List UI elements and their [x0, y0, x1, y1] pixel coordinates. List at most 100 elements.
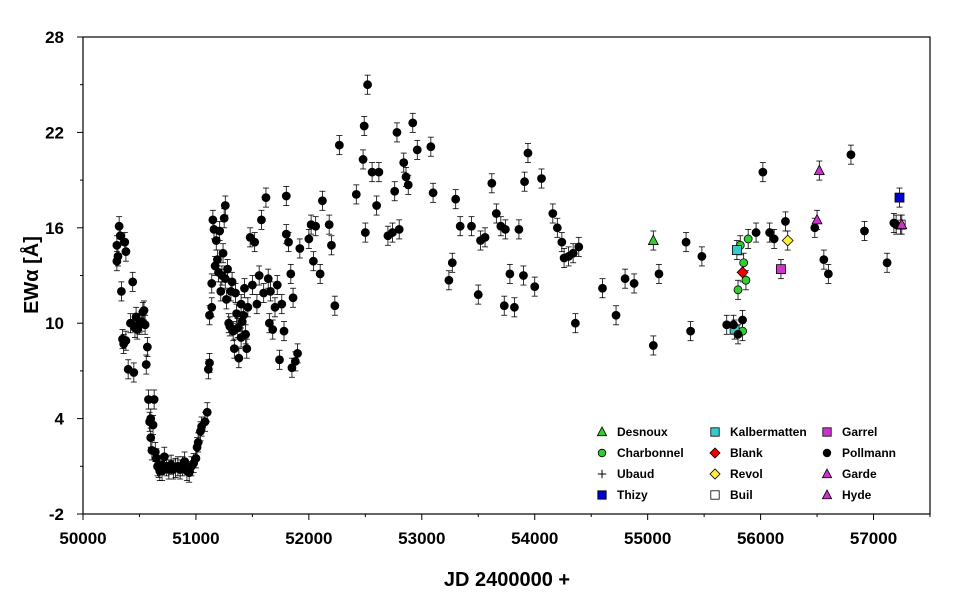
point-pollmann — [330, 301, 340, 311]
point-pollmann — [882, 258, 892, 268]
point-pollmann — [390, 186, 400, 196]
point-charbonnel — [739, 258, 749, 268]
point-pollmann — [473, 290, 483, 299]
point-pollmann — [288, 293, 298, 303]
point-pollmann — [284, 237, 293, 247]
point-pollmann — [611, 310, 621, 320]
point-pollmann — [128, 277, 138, 287]
axis-ticks: 50000 51000 52000 53000 54000 55000 56000 57000… — [45, 28, 931, 548]
point-pollmann — [574, 242, 584, 252]
point-pollmann — [729, 320, 738, 330]
point-garrel — [776, 264, 786, 275]
point-pollmann — [113, 252, 123, 261]
point-pollmann — [202, 407, 212, 417]
point-pollmann — [220, 201, 230, 210]
legend-marker-garrel — [822, 427, 832, 437]
point-pollmann — [530, 282, 540, 292]
point-pollmann — [293, 349, 302, 358]
legend-label-thizy: Thizy — [617, 488, 648, 502]
point-pollmann — [758, 167, 768, 177]
point-pollmann — [215, 226, 225, 236]
point-pollmann — [139, 306, 149, 315]
point-pollmann — [394, 224, 404, 234]
point-pollmann — [142, 342, 152, 352]
point-pollmann — [358, 155, 368, 164]
point-pollmann — [392, 127, 402, 137]
point-pollmann — [372, 201, 382, 210]
x-tick-label: 57000 — [850, 529, 897, 548]
point-pollmann — [219, 213, 229, 223]
point-pollmann — [222, 294, 231, 304]
point-pollmann — [243, 302, 253, 312]
point-pollmann — [212, 255, 222, 265]
point-pollmann — [823, 269, 833, 279]
point-pollmann — [315, 269, 325, 279]
legend-marker-thizy — [597, 490, 607, 500]
point-pollmann — [810, 223, 820, 233]
x-tick-label: 50000 — [59, 529, 106, 548]
point-pollmann — [146, 433, 156, 443]
point-pollmann — [115, 231, 125, 241]
point-pollmann — [620, 274, 630, 284]
point-pollmann — [408, 118, 418, 128]
legend-marker-buil — [710, 490, 720, 500]
point-pollmann — [334, 140, 344, 150]
x-tick-label: 51000 — [172, 529, 219, 548]
point-pollmann — [247, 280, 257, 290]
point-pollmann — [648, 341, 658, 350]
point-pollmann — [152, 453, 161, 463]
legend-marker-charbonnel — [597, 448, 607, 458]
point-pollmann — [281, 229, 291, 239]
point-garde — [811, 213, 823, 225]
point-pollmann — [500, 224, 510, 234]
point-pollmann — [654, 269, 664, 279]
legend-marker-blank — [709, 447, 721, 459]
point-charbonnel — [741, 275, 751, 285]
point-pollmann — [428, 188, 438, 198]
point-pollmann — [447, 258, 457, 268]
y-tick-label: -2 — [49, 505, 64, 524]
point-pollmann — [598, 283, 607, 293]
point-pollmann — [846, 150, 856, 160]
point-pollmann — [681, 237, 691, 247]
point-pollmann — [765, 228, 775, 237]
point-pollmann — [519, 271, 528, 280]
point-pollmann — [116, 286, 126, 296]
point-pollmann — [205, 310, 214, 320]
legend-label-ubaud: Ubaud — [617, 467, 654, 481]
point-pollmann — [351, 190, 361, 199]
point-pollmann — [487, 178, 497, 188]
point-pollmann — [205, 358, 214, 368]
point-pollmann — [491, 209, 501, 218]
point-pollmann — [227, 277, 237, 287]
point-charbonnel — [743, 234, 753, 244]
point-pollmann — [121, 336, 131, 346]
point-desnoux — [647, 234, 659, 245]
y-tick-label: 22 — [45, 123, 64, 142]
point-pollmann — [140, 320, 150, 330]
legend-marker-desnoux — [596, 426, 608, 437]
point-pollmann — [272, 280, 282, 290]
x-axis-title: JD 2400000 + — [444, 569, 570, 591]
point-pollmann — [697, 252, 707, 261]
legend-label-garrel: Garrel — [842, 425, 877, 439]
point-hyde — [813, 164, 825, 176]
point-pollmann — [467, 221, 476, 231]
point-kalbermatten — [731, 245, 742, 255]
legend-marker-ubaud — [597, 469, 607, 479]
point-pollmann — [444, 275, 454, 285]
point-pollmann — [275, 355, 284, 365]
point-pollmann — [360, 228, 370, 237]
legend-label-blank: Blank — [730, 446, 763, 460]
x-tick-label: 53000 — [398, 529, 445, 548]
point-pollmann — [308, 256, 318, 266]
point-pollmann — [277, 299, 287, 309]
point-pollmann — [359, 121, 369, 131]
point-pollmann — [207, 302, 217, 312]
y-tick-label: 10 — [45, 314, 64, 333]
point-pollmann — [218, 248, 228, 258]
point-blank — [736, 266, 749, 279]
point-pollmann — [451, 194, 461, 204]
point-hyde — [896, 218, 908, 230]
